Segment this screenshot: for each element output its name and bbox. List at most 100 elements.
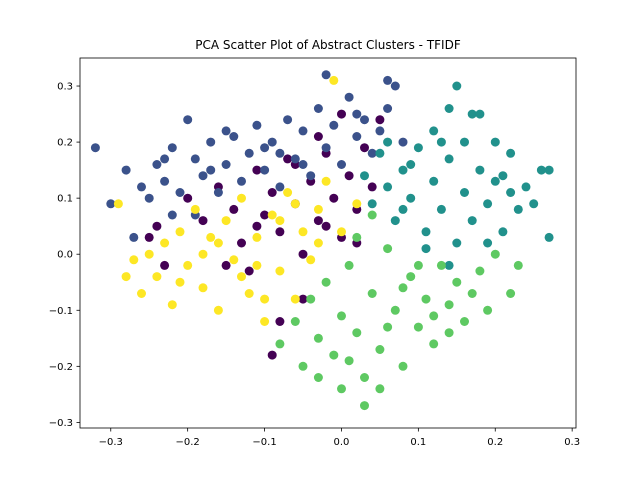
scatter-point <box>298 249 308 259</box>
scatter-point <box>183 260 193 270</box>
scatter-point <box>475 165 485 175</box>
scatter-point <box>160 154 170 164</box>
scatter-point <box>506 148 516 158</box>
x-tick-label: −0.1 <box>252 437 276 448</box>
scatter-point <box>413 260 423 270</box>
scatter-point <box>113 199 123 209</box>
scatter-point <box>467 216 477 226</box>
scatter-point <box>298 126 308 136</box>
scatter-point <box>506 289 516 298</box>
scatter-point <box>390 305 400 315</box>
scatter-point <box>129 255 139 265</box>
scatter-point <box>206 165 216 175</box>
scatter-point <box>337 227 346 237</box>
scatter-point <box>283 115 293 125</box>
scatter-point <box>544 232 554 242</box>
scatter-point <box>398 137 408 147</box>
scatter-point <box>498 227 508 237</box>
scatter-point <box>313 132 323 141</box>
scatter-point <box>313 333 323 343</box>
scatter-point <box>329 193 339 203</box>
scatter-point <box>375 384 385 394</box>
x-tick-label: 0.3 <box>564 437 580 448</box>
scatter-point <box>306 255 316 265</box>
scatter-point <box>252 260 262 270</box>
scatter-point <box>213 188 223 197</box>
scatter-point <box>360 401 369 411</box>
scatter-point <box>267 137 277 147</box>
scatter-point <box>313 238 323 248</box>
x-tick-label: −0.2 <box>176 437 200 448</box>
scatter-point <box>244 266 254 276</box>
scatter-point <box>175 188 185 197</box>
chart-title: PCA Scatter Plot of Abstract Clusters - … <box>195 38 461 52</box>
scatter-point <box>444 300 454 310</box>
scatter-point <box>244 289 254 298</box>
scatter-points <box>90 70 554 411</box>
scatter-point <box>329 350 339 360</box>
x-tick-label: −0.3 <box>99 437 123 448</box>
scatter-point <box>398 361 408 371</box>
scatter-point <box>237 272 246 282</box>
scatter-point <box>152 160 162 169</box>
scatter-point <box>375 345 385 354</box>
scatter-point <box>90 143 100 153</box>
scatter-point <box>306 294 316 304</box>
scatter-point <box>536 165 546 175</box>
scatter-point <box>352 132 362 141</box>
scatter-point <box>398 283 408 293</box>
scatter-point <box>198 283 208 293</box>
scatter-point <box>321 221 331 231</box>
scatter-point <box>121 165 131 175</box>
scatter-point <box>252 221 262 231</box>
scatter-point <box>352 199 362 209</box>
scatter-point <box>252 120 262 130</box>
scatter-point <box>167 143 177 153</box>
y-tick-label: 0.0 <box>57 250 73 261</box>
scatter-point <box>483 199 493 209</box>
scatter-point <box>183 193 193 203</box>
x-tick-label: 0.2 <box>487 437 503 448</box>
scatter-point <box>406 193 416 203</box>
scatter-point <box>421 244 431 254</box>
scatter-point <box>221 216 231 226</box>
scatter-point <box>444 154 454 164</box>
scatter-point <box>306 171 316 181</box>
scatter-point <box>452 277 462 287</box>
scatter-point <box>360 115 369 125</box>
scatter-point <box>529 199 539 209</box>
scatter-point <box>106 199 116 209</box>
scatter-point <box>260 143 270 153</box>
y-tick-label: −0.1 <box>49 306 73 317</box>
x-axis: −0.3 −0.2 −0.1 0.0 0.1 0.2 0.3 <box>99 428 580 448</box>
scatter-point <box>460 188 469 197</box>
scatter-point <box>144 232 154 242</box>
scatter-point <box>337 109 346 119</box>
scatter-point <box>167 210 177 220</box>
scatter-point <box>190 204 200 214</box>
scatter-point <box>298 294 308 304</box>
scatter-point <box>367 289 377 298</box>
scatter-point <box>460 317 469 326</box>
scatter-point <box>275 182 285 192</box>
scatter-point <box>429 311 439 321</box>
scatter-point <box>160 260 170 270</box>
scatter-point <box>367 148 377 158</box>
scatter-point <box>229 255 239 265</box>
scatter-point <box>352 328 362 338</box>
scatter-point <box>167 300 177 310</box>
scatter-point <box>206 137 216 147</box>
scatter-point <box>321 70 331 80</box>
scatter-point <box>129 232 139 242</box>
scatter-point <box>344 92 354 102</box>
scatter-point <box>283 154 293 164</box>
scatter-point <box>383 137 393 147</box>
scatter-point <box>452 238 462 248</box>
scatter-point <box>290 317 300 326</box>
scatter-point <box>513 260 523 270</box>
scatter-point <box>298 160 308 169</box>
scatter-point <box>444 104 454 113</box>
scatter-point <box>421 294 431 304</box>
scatter-point <box>275 266 285 276</box>
